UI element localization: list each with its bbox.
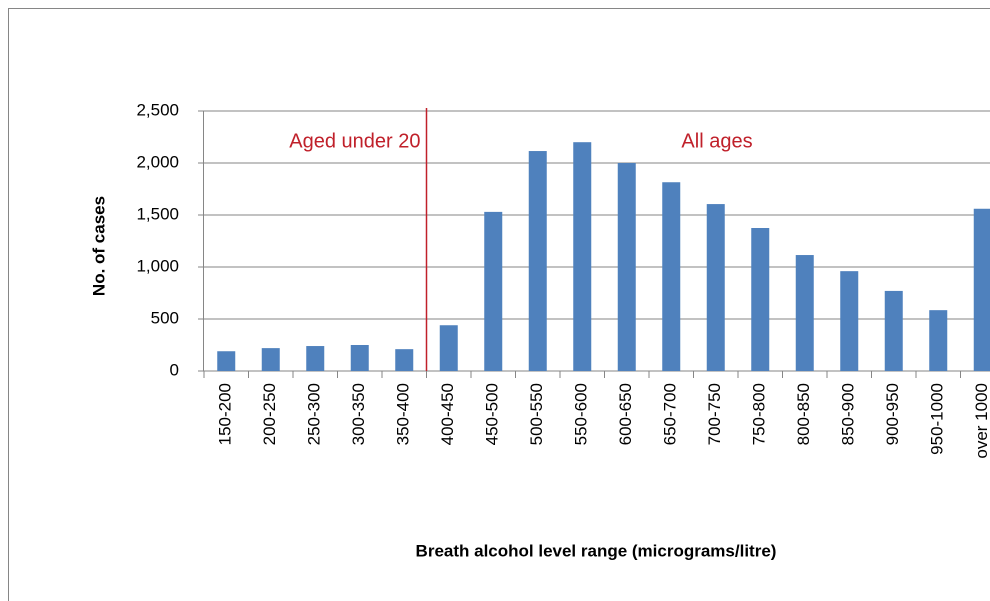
bar bbox=[484, 211, 503, 371]
x-tick-label: 700-750 bbox=[705, 383, 724, 445]
x-tick-label: 300-350 bbox=[349, 383, 368, 445]
y-axis-title: No. of cases bbox=[89, 196, 108, 296]
bar bbox=[528, 151, 547, 371]
annotation: All ages bbox=[681, 130, 752, 152]
y-tick-label: 2,000 bbox=[136, 152, 179, 171]
x-tick-label: 550-600 bbox=[572, 383, 591, 445]
y-tick-label: 1,500 bbox=[136, 204, 179, 223]
bar bbox=[261, 348, 280, 371]
bar bbox=[795, 255, 814, 371]
bar bbox=[884, 290, 903, 371]
bar bbox=[617, 163, 636, 371]
bar bbox=[929, 310, 948, 371]
bar bbox=[350, 345, 369, 371]
x-tick-label: 800-850 bbox=[794, 383, 813, 445]
x-tick-label: 500-550 bbox=[527, 383, 546, 445]
y-tick-label: 500 bbox=[151, 308, 179, 327]
x-tick-label: 650-700 bbox=[661, 383, 680, 445]
x-tick-label: over 1000 bbox=[972, 383, 990, 459]
x-tick-label: 350-400 bbox=[394, 383, 413, 445]
x-tick-label: 850-900 bbox=[839, 383, 858, 445]
bar bbox=[395, 349, 414, 371]
x-tick-label: 200-250 bbox=[260, 383, 279, 445]
bar bbox=[973, 208, 990, 371]
bar bbox=[662, 182, 681, 371]
bar bbox=[751, 228, 770, 371]
bar bbox=[706, 204, 725, 371]
x-tick-label: 600-650 bbox=[616, 383, 635, 445]
y-tick-label: 0 bbox=[170, 360, 179, 379]
x-tick-label: 950-1000 bbox=[928, 383, 947, 455]
bar bbox=[439, 325, 458, 371]
x-tick-label: 750-800 bbox=[750, 383, 769, 445]
bar bbox=[217, 351, 236, 371]
x-tick-label: 900-950 bbox=[883, 383, 902, 445]
x-tick-label: 250-300 bbox=[305, 383, 324, 445]
bar bbox=[306, 346, 325, 371]
y-tick-label: 2,500 bbox=[136, 100, 179, 119]
bar bbox=[573, 142, 592, 371]
x-tick-label: 400-450 bbox=[438, 383, 457, 445]
annotation: Aged under 20 bbox=[289, 130, 420, 152]
x-tick-label: 450-500 bbox=[483, 383, 502, 445]
bar bbox=[840, 271, 859, 371]
x-axis-title: Breath alcohol level range (micrograms/l… bbox=[416, 541, 777, 560]
x-tick-label: 150-200 bbox=[216, 383, 235, 445]
y-tick-label: 1,000 bbox=[136, 256, 179, 275]
